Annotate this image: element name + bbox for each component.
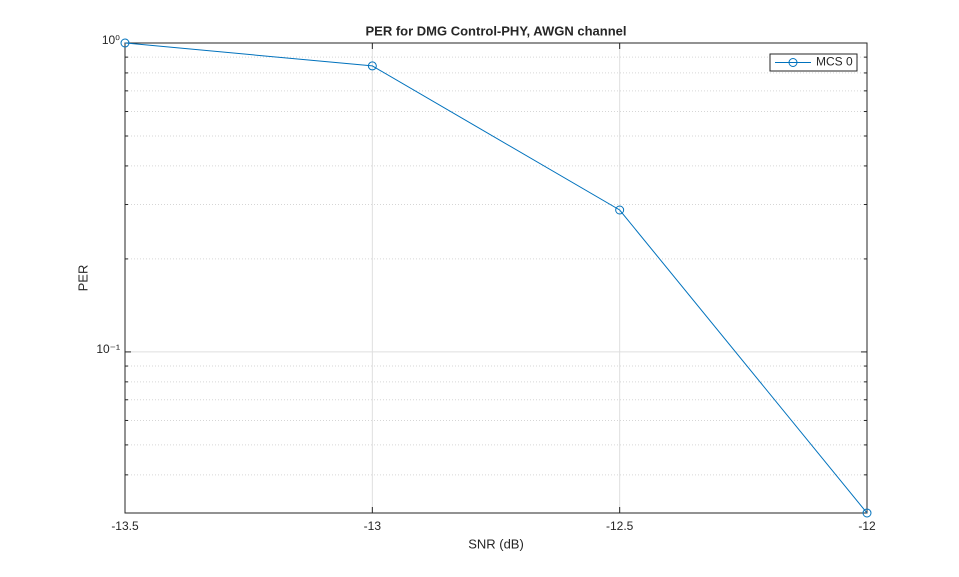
y-axis-label: PER (75, 265, 90, 292)
legend: MCS 0 (769, 53, 858, 72)
x-tick-label: -13 (364, 519, 382, 533)
legend-label: MCS 0 (816, 55, 853, 69)
x-axis-label: SNR (dB) (468, 536, 524, 551)
data-point (367, 61, 377, 71)
legend-marker (788, 58, 798, 67)
chart-title: PER for DMG Control-PHY, AWGN channel (366, 23, 627, 38)
x-tick-label: -12.5 (606, 519, 634, 533)
data-point (615, 205, 625, 215)
y-tick-label: 10⁰ (102, 33, 120, 47)
series-line (124, 42, 868, 514)
x-tick-label: -13.5 (111, 519, 139, 533)
data-point (120, 38, 130, 48)
y-tick-label: 10⁻¹ (96, 342, 120, 356)
data-point (862, 508, 872, 518)
x-tick-label: -12 (858, 519, 876, 533)
plot-frame (124, 42, 868, 514)
